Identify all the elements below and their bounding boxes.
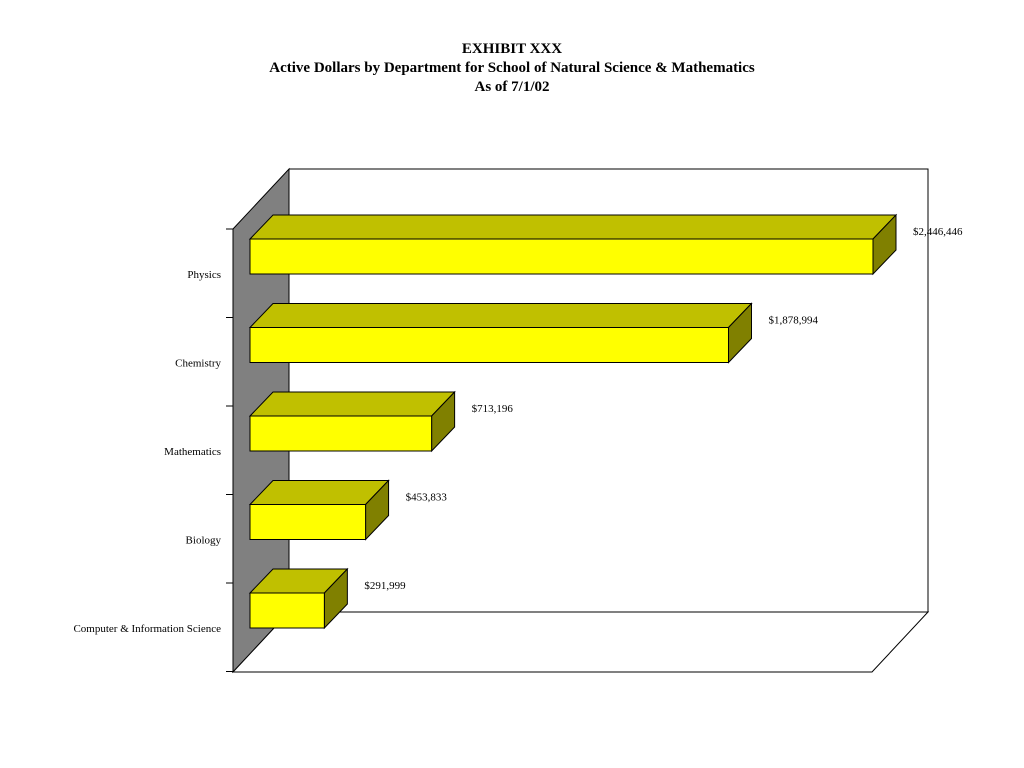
bar-front-face [249, 327, 729, 363]
value-label: $1,878,994 [768, 315, 818, 327]
value-label: $453,833 [406, 492, 448, 504]
chart-date: As of 7/1/02 [474, 79, 550, 95]
chart-title: EXHIBIT XXX [461, 41, 563, 57]
category-label: Mathematics [164, 446, 221, 458]
bar [248, 567, 349, 630]
bar [248, 390, 456, 453]
value-label: $2,446,446 [913, 226, 963, 238]
bar-front-face [249, 592, 325, 629]
axis-ticks [226, 228, 233, 672]
value-labels: $2,446,446 $1,878,994 $713,196 $453,833 $291… [364, 226, 963, 592]
bar-front-face [249, 238, 874, 275]
category-label: Chemistry [175, 358, 221, 370]
bar-front-face [249, 415, 433, 452]
category-label: Biology [186, 535, 222, 547]
bar-front-face [249, 504, 367, 540]
chart-floor [231, 611, 930, 673]
category-label: Physics [187, 269, 221, 281]
category-label: Computer & Information Science [73, 623, 221, 635]
bar-top-face [248, 214, 898, 240]
bar [248, 479, 390, 541]
bars-group [248, 213, 898, 630]
bar-top-face [248, 303, 753, 328]
bar [248, 213, 898, 276]
bar-top-face [248, 391, 456, 417]
value-label: $713,196 [472, 403, 514, 415]
bar [248, 302, 753, 364]
bar-top-face [248, 480, 390, 505]
chart-subtitle: Active Dollars by Department for School … [269, 60, 755, 76]
chart-titles: EXHIBIT XXX Active Dollars by Department… [0, 40, 1024, 97]
category-labels: Physics Chemistry Mathematics Biology Comput… [73, 269, 221, 635]
value-label: $291,999 [364, 580, 406, 592]
